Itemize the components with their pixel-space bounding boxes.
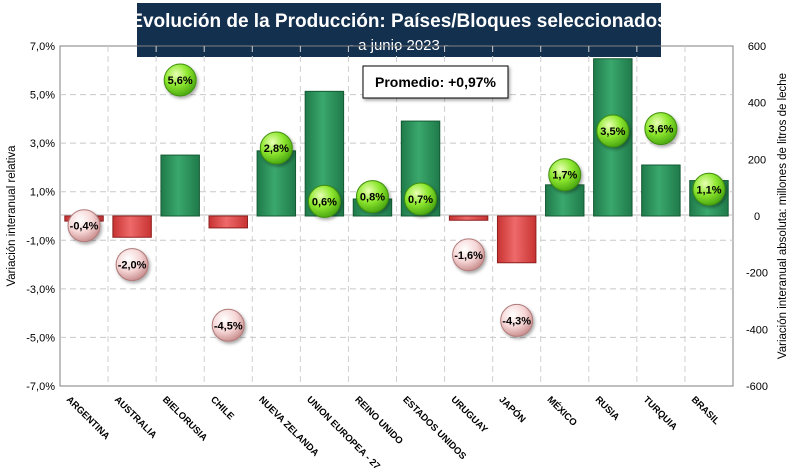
bar-turquia (641, 164, 681, 217)
left-tick-label: 7,0% (30, 41, 55, 53)
category-label: BIELORUSIA (160, 394, 209, 443)
category-label: AUSTRALIA (112, 394, 159, 441)
pct-bubble-label: -1,6% (454, 250, 483, 262)
pct-bubble-label: 5,6% (168, 75, 193, 87)
pct-bubble-circle (692, 172, 726, 206)
pct-bubble: 0,7% (404, 182, 438, 216)
pct-bubble: 1,1% (692, 172, 726, 206)
pct-bubble-label: 0,7% (408, 194, 433, 206)
left-tick-label: -1,0% (26, 235, 55, 247)
left-tick-label: -7,0% (26, 381, 55, 393)
pct-bubble-circle (211, 308, 245, 342)
right-tick-label: 0 (754, 211, 760, 223)
pct-bubble-circle (307, 184, 341, 218)
chart-title: Evolución de la Producción: Países/Bloqu… (130, 11, 667, 32)
right-tick-label: 600 (748, 41, 766, 53)
pct-bubble: -0,4% (67, 209, 101, 243)
left-tick-label: 3,0% (30, 138, 55, 150)
category-label: CHILE (208, 394, 236, 422)
right-tick-label: 400 (748, 98, 766, 110)
pct-bubble: 0,8% (355, 180, 389, 214)
pct-bubble-label: 1,1% (696, 184, 721, 196)
right-tick-label: -200 (746, 268, 768, 280)
pct-bubble-circle (452, 238, 486, 272)
pct-bubble-label: 3,6% (648, 124, 673, 136)
right-axis-ticks: -600 -400 -200 0 200 400 600 (746, 41, 768, 393)
pct-bubble: 5,6% (163, 63, 197, 97)
pct-bubble-circle (500, 303, 534, 337)
right-tick-label: -400 (746, 324, 768, 336)
pct-bubble: -2,0% (115, 248, 149, 282)
bar-uruguay (448, 215, 489, 221)
right-tick-label: 200 (748, 154, 766, 166)
category-label: JAPÓN (497, 394, 529, 426)
pct-bubble-circle (644, 112, 678, 146)
bar-chile (208, 215, 248, 229)
bar-bielorusia (160, 154, 200, 217)
pct-bubble-circle (404, 182, 438, 216)
pct-bubble: 3,5% (596, 114, 630, 148)
left-tick-label: -3,0% (26, 284, 55, 296)
right-axis-title: Variación interanual absoluta: millones … (777, 73, 789, 359)
pct-bubble: 1,7% (548, 158, 582, 192)
category-label: BRASIL (689, 394, 722, 427)
pct-bubble-label: 3,5% (600, 126, 625, 138)
bar-australia (112, 215, 152, 238)
pct-bubble: -4,5% (211, 308, 245, 342)
left-tick-label: 5,0% (30, 90, 55, 102)
pct-bubble-label: 0,6% (312, 196, 337, 208)
left-axis-title: Variación interanual relativa (6, 145, 18, 287)
pct-bubble-circle (355, 180, 389, 214)
pct-bubble: -1,6% (452, 238, 486, 272)
pct-bubble-circle (259, 131, 293, 165)
category-label: REINO UNIDO (352, 394, 405, 447)
average-annotation: Promedio: +0,97% (362, 65, 509, 99)
pct-bubble: 3,6% (644, 112, 678, 146)
pct-bubble-label: -0,4% (70, 221, 99, 233)
pct-bubble-label: -4,5% (214, 320, 243, 332)
pct-bubble-label: 2,8% (264, 143, 289, 155)
pct-bubble-label: -2,0% (118, 260, 147, 272)
left-tick-label: 1,0% (30, 187, 55, 199)
pct-bubble-circle (596, 114, 630, 148)
pct-bubble: 2,8% (259, 131, 293, 165)
pct-bubble: 0,6% (307, 184, 341, 218)
category-label: MÉXICO (545, 394, 579, 428)
pct-bubble-circle (67, 209, 101, 243)
bar-japón (496, 215, 537, 264)
left-tick-label: -5,0% (26, 332, 55, 344)
pct-bubble-label: -4,3% (502, 315, 531, 327)
left-axis-ticks: -7,0% -5,0% -3,0% -1,0% 1,0% 3,0% 5,0% 7,0% (26, 41, 55, 393)
title-box (137, 3, 661, 57)
category-label: ARGENTINA (64, 394, 112, 442)
category-separators (107, 46, 686, 386)
pct-bubble: -4,3% (500, 303, 534, 337)
category-label: URUGUAY (448, 394, 490, 436)
category-label: RUSIA (593, 394, 622, 423)
pct-bubble-circle (115, 248, 149, 282)
pct-bubbles: -0,4% -2,0% 5,6% -4,5% 2,8% 0,6% 0,8% 0,7% -1,6%… (67, 63, 726, 342)
average-text: Promedio: +0,97% (375, 74, 497, 90)
pct-bubble-label: 0,8% (360, 192, 385, 204)
pct-bubble-circle (163, 63, 197, 97)
right-tick-label: -600 (746, 381, 768, 393)
pct-bubble-circle (548, 158, 582, 192)
category-label: TURQUIA (641, 394, 679, 432)
pct-bubble-label: 1,7% (552, 170, 577, 182)
